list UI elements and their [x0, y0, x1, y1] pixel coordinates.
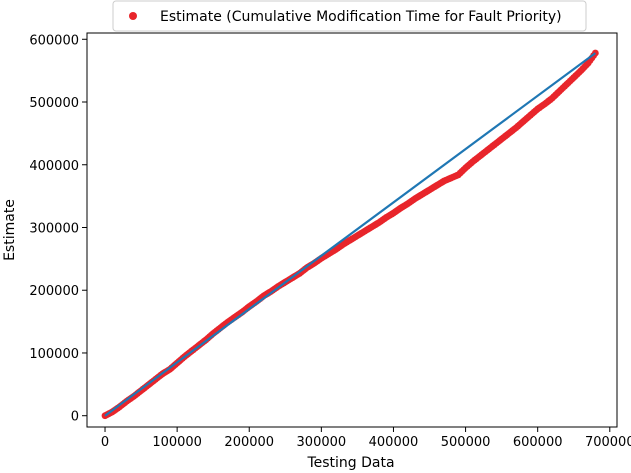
x-tick-label: 600000 — [513, 435, 563, 450]
fit-line — [104, 52, 597, 417]
x-axis: 0 100000 200000 300000 400000 500000 600000 700… — [101, 427, 631, 450]
x-axis-label: Testing Data — [306, 455, 394, 471]
x-tick-label: 200000 — [224, 435, 274, 450]
plot-frame — [86, 32, 618, 428]
y-tick-label: 500000 — [29, 96, 79, 111]
y-tick-label: 300000 — [29, 221, 79, 236]
y-axis: 0 100000 200000 300000 400000 500000 600000 — [29, 33, 87, 425]
legend-box — [112, 0, 587, 32]
plot-marks — [101, 49, 599, 420]
y-axis-label: Estimate — [2, 199, 18, 261]
x-tick-label: 700000 — [585, 435, 631, 450]
y-tick-label: 100000 — [29, 347, 79, 362]
legend-label: Estimate (Cumulative Modification Time f… — [160, 9, 562, 25]
y-tick-label: 400000 — [29, 159, 79, 174]
x-tick-label: 300000 — [297, 435, 347, 450]
legend-marker — [129, 12, 137, 20]
x-tick-label: 400000 — [369, 435, 419, 450]
legend: Estimate (Cumulative Modification Time f… — [112, 0, 587, 32]
y-tick-label: 600000 — [29, 33, 79, 48]
x-tick-label: 100000 — [152, 435, 202, 450]
y-tick-label: 0 — [71, 410, 79, 425]
x-tick-label: 0 — [101, 435, 109, 450]
y-tick-label: 200000 — [29, 284, 79, 299]
x-tick-label: 500000 — [441, 435, 491, 450]
